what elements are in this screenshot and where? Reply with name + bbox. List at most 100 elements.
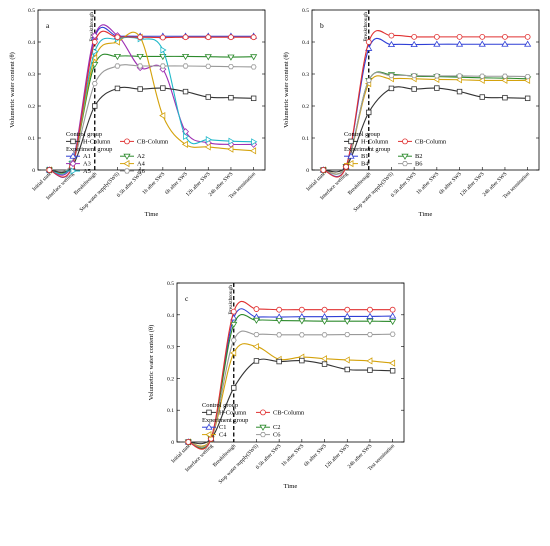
y-tick-label: 0.1: [167, 408, 174, 414]
legend-item: C1: [202, 423, 226, 431]
legend-swatch-marker: [348, 138, 354, 145]
legend-header-control: Control group: [202, 402, 238, 409]
legend-label: C2: [273, 424, 280, 431]
data-point: [367, 367, 373, 373]
legend-swatch-marker: [347, 160, 354, 168]
data-point: [524, 73, 531, 80]
data-point: [114, 85, 121, 92]
data-point: [343, 312, 351, 319]
x-tick-label: Initial state: [170, 443, 192, 465]
data-point: [159, 34, 166, 41]
data-point: [227, 54, 235, 61]
y-tick-label: 0.3: [302, 72, 309, 78]
data-point: [160, 46, 167, 54]
legend-item: A1: [66, 152, 91, 160]
data-point: [250, 54, 258, 61]
data-point: [205, 34, 212, 41]
data-point: [343, 356, 350, 364]
data-point: [344, 331, 351, 338]
legend-label: H-Column: [219, 409, 247, 416]
data-point: [91, 32, 99, 40]
legend-swatch-marker: [347, 152, 355, 159]
legend-item: A4: [120, 160, 146, 168]
data-point: [185, 439, 192, 445]
data-point: [388, 85, 395, 92]
data-point: [366, 331, 373, 338]
data-point: [205, 63, 212, 69]
legend-header-experiment: Experiment group: [344, 146, 390, 153]
legend-swatch-marker: [402, 138, 408, 145]
series-A6: [46, 63, 257, 173]
data-point: [387, 40, 396, 47]
data-point: [182, 63, 189, 69]
series-B6: [320, 71, 531, 175]
legend-label: CB-Column: [415, 138, 447, 145]
legend-item: B6: [398, 161, 422, 168]
data-point: [456, 33, 463, 40]
data-point: [299, 357, 305, 364]
legend-label: A2: [137, 153, 145, 160]
data-point: [388, 73, 395, 79]
legend-swatch-marker: [124, 168, 130, 174]
series-line: [49, 30, 254, 178]
data-point: [136, 53, 144, 61]
data-point: [137, 34, 144, 41]
data-point: [276, 306, 283, 313]
breakthrough-annotation: Breakthrough: [89, 12, 95, 42]
data-point: [365, 77, 372, 83]
data-point: [389, 306, 396, 313]
series-line: [188, 330, 393, 448]
breakthrough-annotation: Breakthrough: [228, 285, 234, 315]
legend-label: C1: [219, 424, 226, 431]
data-point: [276, 358, 282, 365]
data-point: [114, 34, 121, 41]
data-point: [478, 76, 485, 84]
data-point: [253, 306, 260, 312]
legend-label: H-Column: [83, 138, 111, 145]
legend-label: C4: [219, 432, 227, 439]
y-tick-label: 0.3: [167, 345, 174, 351]
data-point: [343, 163, 349, 170]
legend-label: A4: [137, 161, 146, 168]
data-point: [367, 306, 373, 313]
legend-label: B4: [361, 161, 369, 168]
data-point: [320, 355, 327, 363]
legend-header-control: Control group: [66, 131, 102, 138]
data-point: [159, 53, 167, 61]
data-point: [321, 361, 328, 367]
data-point: [183, 132, 190, 140]
data-point: [253, 331, 260, 338]
series-A2: [45, 53, 258, 174]
data-point: [275, 318, 283, 325]
series-line: [49, 53, 254, 174]
legend-item: CB-Column: [120, 138, 169, 145]
y-tick-label: 0: [171, 440, 174, 446]
data-point: [366, 312, 374, 319]
legend-item: B2: [398, 153, 422, 160]
data-point: [433, 73, 440, 79]
data-point: [249, 147, 257, 155]
data-point: [456, 88, 463, 95]
data-point: [227, 64, 234, 70]
data-point: [91, 54, 98, 62]
legend-swatch-marker: [402, 161, 408, 167]
plot-frame: [311, 9, 540, 171]
data-point: [524, 33, 531, 40]
legend-label: B1: [361, 153, 368, 160]
legend-item: H-Column: [66, 138, 111, 145]
x-tick-label: Initial state: [305, 171, 327, 193]
data-point: [411, 33, 418, 40]
series-line: [49, 36, 254, 175]
y-axis-label: Volumetric water content (θ): [148, 325, 155, 401]
y-tick-label: 0.1: [302, 136, 309, 142]
data-point: [479, 94, 485, 100]
plot-frame: [37, 9, 266, 171]
legend-item: A3: [66, 160, 91, 168]
data-point: [411, 73, 418, 79]
data-point: [276, 332, 283, 338]
